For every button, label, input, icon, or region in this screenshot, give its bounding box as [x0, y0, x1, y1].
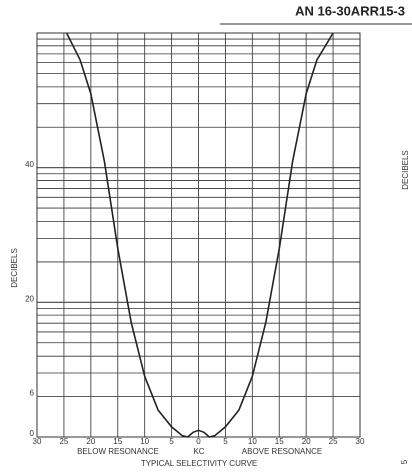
x-tick-label: 5 [169, 437, 174, 446]
y-tick-label: 20 [25, 294, 34, 303]
x-tick-label: 0 [196, 437, 201, 446]
x-tick-label: 25 [329, 437, 338, 446]
y-tick-label: 6 [30, 389, 35, 398]
x-tick-label: 10 [248, 437, 257, 446]
x-tick-label: 5 [223, 437, 228, 446]
x-label-right: ABOVE RESONANCE [242, 447, 322, 456]
x-label-left: BELOW RESONANCE [77, 447, 159, 456]
x-tick-label: 20 [86, 437, 95, 446]
y-tick-label: 0 [30, 429, 35, 438]
x-tick-label: 30 [356, 437, 365, 446]
y-label-right: DECIBELS [401, 150, 410, 190]
page-number: 5 [400, 459, 409, 464]
header: AN 16-30ARR15-3 [295, 3, 405, 18]
x-tick-label: 25 [59, 437, 68, 446]
plot-frame [36, 32, 361, 438]
y-label: DECIBELS [10, 248, 19, 288]
x-label: KC [193, 447, 204, 456]
x-tick-label: 10 [140, 437, 149, 446]
x-tick-label: 30 [33, 437, 42, 446]
chart-title: TYPICAL SELECTIVITY CURVE [141, 459, 257, 468]
x-tick-label: 15 [275, 437, 284, 446]
x-tick-label: 15 [113, 437, 122, 446]
curve [65, 32, 334, 438]
x-tick-label: 20 [302, 437, 311, 446]
y-tick-label: 40 [25, 160, 34, 169]
